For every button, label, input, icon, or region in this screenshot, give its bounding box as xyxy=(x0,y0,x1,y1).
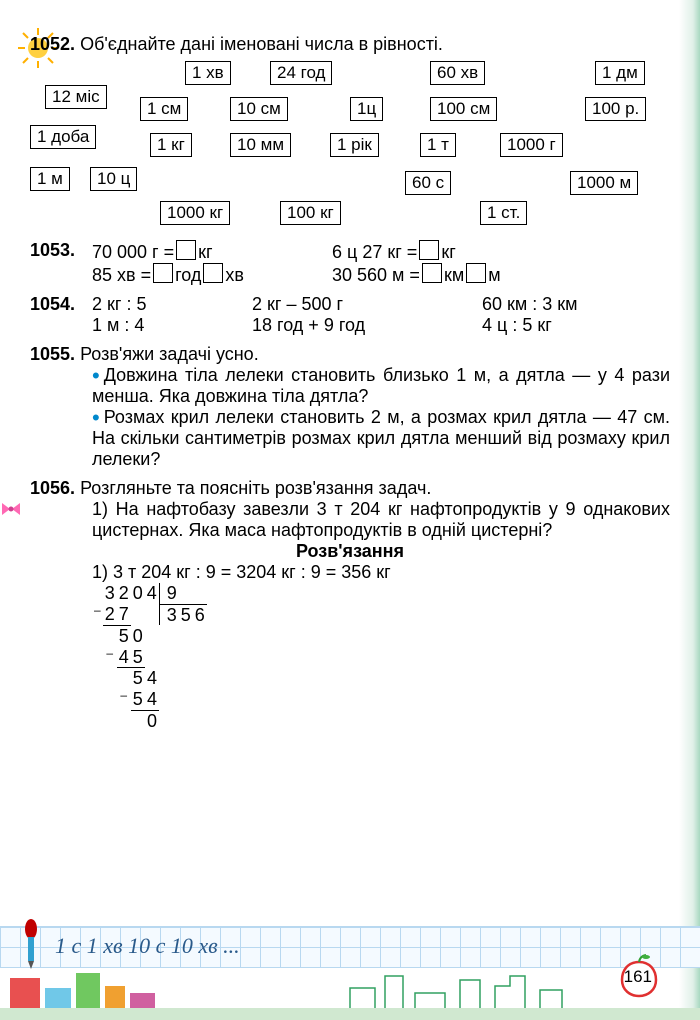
solution-line: 1) 3 т 204 кг : 9 = 3204 кг : 9 = 356 кг xyxy=(30,562,670,583)
pen-icon xyxy=(16,919,46,969)
answer-box xyxy=(419,240,439,260)
task-1054: 1054. 2 кг : 5 2 кг – 500 г 60 км : 3 км… xyxy=(30,294,670,336)
unit: м xyxy=(488,265,500,285)
expr: 30 560 м = xyxy=(332,265,420,285)
unit-box: 24 год xyxy=(270,61,332,85)
expr: 4 ц : 5 кг xyxy=(482,315,552,335)
unit-box: 100 кг xyxy=(280,201,341,225)
unit: кг xyxy=(441,242,455,262)
page-number: 161 xyxy=(624,967,652,987)
expr: 18 год + 9 год xyxy=(252,315,365,335)
unit: год xyxy=(175,265,201,285)
long-division: 3204 9 –27 356 50 –45 54 –54 0 xyxy=(30,583,670,731)
task-num: 1053. xyxy=(30,240,75,260)
task-title: Розгляньте та поясніть розв'язання задач… xyxy=(80,478,431,498)
unit-box: 60 с xyxy=(405,171,451,195)
task-1053: 1053. 70 000 г = кг 6 ц 27 кг = кг 85 хв =… xyxy=(30,240,670,286)
bullet-icon: • xyxy=(92,363,100,388)
task-1056: 1056. Розгляньте та поясніть розв'язання… xyxy=(30,478,670,731)
answer-box xyxy=(176,240,196,260)
unit-box: 1000 м xyxy=(570,171,638,195)
task-num: 1054. xyxy=(30,294,75,314)
unit-box: 1 рік xyxy=(330,133,379,157)
unit-box: 1 хв xyxy=(185,61,231,85)
textbook-page: 1052. Об'єднайте дані іменовані числа в … xyxy=(0,0,700,1020)
expr: 1 м : 4 xyxy=(92,315,144,335)
unit-box: 1 т xyxy=(420,133,456,157)
expr: 2 кг : 5 xyxy=(92,294,146,314)
task-num: 1056. xyxy=(30,478,75,498)
unit-box: 1 доба xyxy=(30,125,96,149)
bullet-icon: • xyxy=(92,405,100,430)
expr: 70 000 г = xyxy=(92,242,174,262)
unit-box: 1 кг xyxy=(150,133,192,157)
problem-text: 1) На нафтобазу завезли 3 т 204 кг нафто… xyxy=(92,499,670,540)
unit-box: 1 м xyxy=(30,167,70,191)
task-1052: 1052. Об'єднайте дані іменовані числа в … xyxy=(30,34,670,55)
unit-box: 1 ст. xyxy=(480,201,527,225)
unit-box: 10 мм xyxy=(230,133,291,157)
unit-box: 60 хв xyxy=(430,61,485,85)
unit: км xyxy=(444,265,464,285)
unit-box: 1000 кг xyxy=(160,201,230,225)
task-num: 1055. xyxy=(30,344,75,364)
answer-box xyxy=(422,263,442,283)
unit: хв xyxy=(225,265,244,285)
unit-boxes-area: 12 міс 1 хв 24 год 60 хв 1 дм 1 см 10 см 1ц 100 … xyxy=(30,61,670,236)
handwriting-row: 1 с 1 хв 10 с 10 хв ... xyxy=(0,926,700,968)
unit-box: 100 р. xyxy=(585,97,646,121)
unit-box: 1ц xyxy=(350,97,383,121)
unit-box: 10 ц xyxy=(90,167,137,191)
expr: 6 ц 27 кг = xyxy=(332,242,417,262)
unit-box: 10 см xyxy=(230,97,288,121)
answer-box xyxy=(203,263,223,283)
expr: 85 хв = xyxy=(92,265,151,285)
expr: 2 кг – 500 г xyxy=(252,294,343,314)
unit-box: 1000 г xyxy=(500,133,563,157)
task-num: 1052. xyxy=(30,34,75,54)
task-1055: 1055. Розв'яжи задачі усно. •Довжина тіл… xyxy=(30,344,670,470)
unit-box: 1 см xyxy=(140,97,188,121)
bowtie-icon xyxy=(0,501,22,517)
solution-heading: Розв'язання xyxy=(30,541,670,562)
unit-box: 12 міс xyxy=(45,85,107,109)
task-title: Розв'яжи задачі усно. xyxy=(80,344,259,364)
cursive-text: 1 с 1 хв 10 с 10 хв ... xyxy=(0,927,700,965)
answer-box xyxy=(466,263,486,283)
expr: 60 км : 3 км xyxy=(482,294,578,314)
unit-box: 100 см xyxy=(430,97,497,121)
task-text: Об'єднайте дані іменовані числа в рівнос… xyxy=(80,34,443,54)
unit: кг xyxy=(198,242,212,262)
skyline-decoration xyxy=(0,968,700,1020)
answer-box xyxy=(153,263,173,283)
problem-text: Довжина тіла лелеки становить близько 1 … xyxy=(92,365,670,406)
unit-box: 1 дм xyxy=(595,61,645,85)
problem-text: Розмах крил лелеки становить 2 м, а розм… xyxy=(92,407,670,469)
